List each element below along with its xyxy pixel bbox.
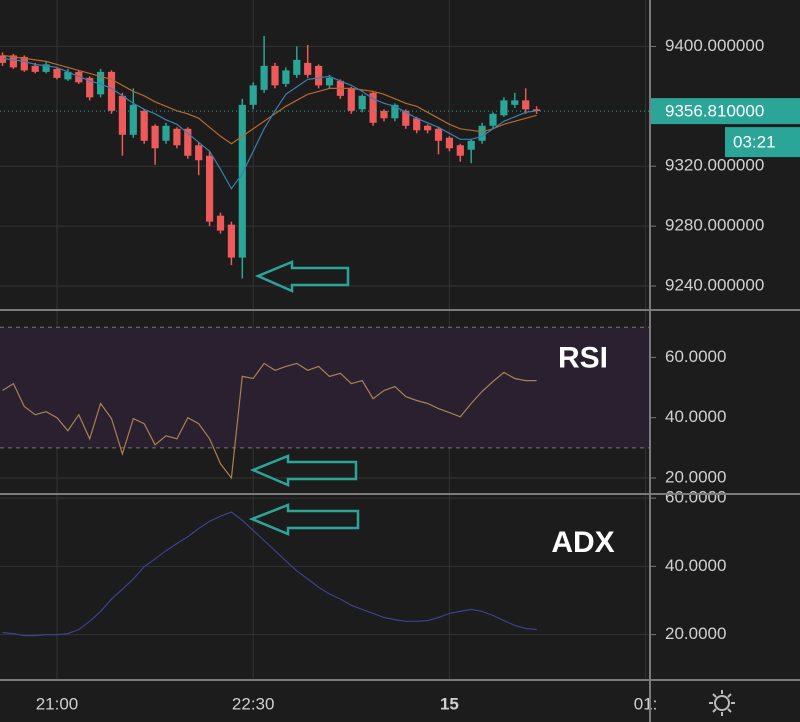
candle-body — [358, 95, 366, 110]
indicator-line — [2, 511, 537, 637]
candle-body — [31, 65, 39, 72]
candle-body — [402, 110, 410, 126]
candle-body — [511, 100, 519, 105]
candle-body — [151, 125, 159, 149]
y-tick-label: 9400.000000 — [665, 36, 764, 55]
y-tick-label: 9280.000000 — [665, 216, 764, 235]
candle-body — [369, 92, 377, 123]
y-tick-label: 20.0000 — [665, 624, 726, 643]
x-tick-label: 21:00 — [36, 694, 79, 713]
candle-body — [260, 65, 268, 90]
settings-icon[interactable] — [709, 690, 735, 716]
candle-body — [97, 71, 105, 95]
candle-body — [0, 55, 7, 63]
candle-body — [391, 104, 399, 119]
candle-body — [533, 109, 541, 112]
x-tick-label: 22:30 — [232, 694, 275, 713]
candle-body — [227, 224, 235, 258]
arrow — [254, 260, 350, 293]
arrow — [249, 454, 358, 487]
moving-average — [2, 54, 537, 145]
band — [0, 327, 650, 448]
candle-body — [173, 128, 181, 146]
moving-average — [2, 57, 537, 190]
candle-body — [293, 59, 301, 75]
candle-body — [184, 128, 192, 156]
candle-body — [522, 100, 530, 110]
y-tick-label: 9320.000000 — [665, 156, 764, 175]
candle-body — [380, 110, 388, 119]
candle-body — [434, 128, 443, 141]
y-tick-label: 9240.000000 — [665, 276, 764, 295]
y-tick-label: 60.0000 — [665, 488, 726, 507]
x-tick-label: 01: — [634, 694, 658, 713]
y-tick-label: 40.0000 — [665, 407, 726, 426]
last-price-label: 9356.810000 — [665, 102, 764, 121]
candle-body — [249, 85, 257, 105]
candle-body — [162, 125, 170, 141]
candle-body — [206, 155, 214, 222]
candle-body — [140, 110, 148, 141]
countdown-box — [725, 127, 800, 158]
candle-body — [478, 125, 486, 141]
y-tick-label: 40.0000 — [665, 556, 726, 575]
candle-body — [467, 140, 475, 150]
candle-body — [271, 65, 279, 86]
candle-body — [282, 70, 290, 84]
candle-body — [9, 55, 17, 68]
indicator-title: ADX — [551, 526, 614, 559]
candle-body — [315, 65, 323, 86]
candle-body — [86, 77, 94, 98]
candle-body — [107, 71, 116, 111]
candle-body — [413, 118, 421, 131]
y-tick-label: 60.0000 — [665, 347, 726, 366]
candle-body — [53, 68, 61, 78]
last-price-box — [650, 98, 800, 125]
indicator-title: RSI — [558, 342, 608, 375]
y-tick-label: 20.0000 — [665, 467, 726, 486]
candle-body — [445, 137, 453, 149]
candle-body — [75, 71, 83, 83]
candle-body — [489, 113, 497, 126]
candle-body — [456, 145, 464, 156]
candle-body — [238, 104, 246, 258]
candle-body — [129, 104, 137, 135]
indicator-line — [2, 362, 537, 480]
x-tick-label: 15 — [440, 694, 459, 713]
candle-body — [347, 88, 355, 111]
candle-body — [195, 145, 203, 161]
candle-body — [20, 56, 28, 71]
countdown-label: 03:21 — [733, 133, 776, 152]
candle-body — [118, 95, 126, 135]
candle-body — [325, 77, 334, 86]
candle-body — [64, 71, 72, 80]
candle-body — [42, 64, 50, 72]
candle-body — [304, 62, 312, 75]
candle-body — [424, 125, 432, 131]
candle-body — [500, 100, 508, 116]
arrow — [248, 503, 360, 536]
candle-body — [216, 215, 225, 231]
